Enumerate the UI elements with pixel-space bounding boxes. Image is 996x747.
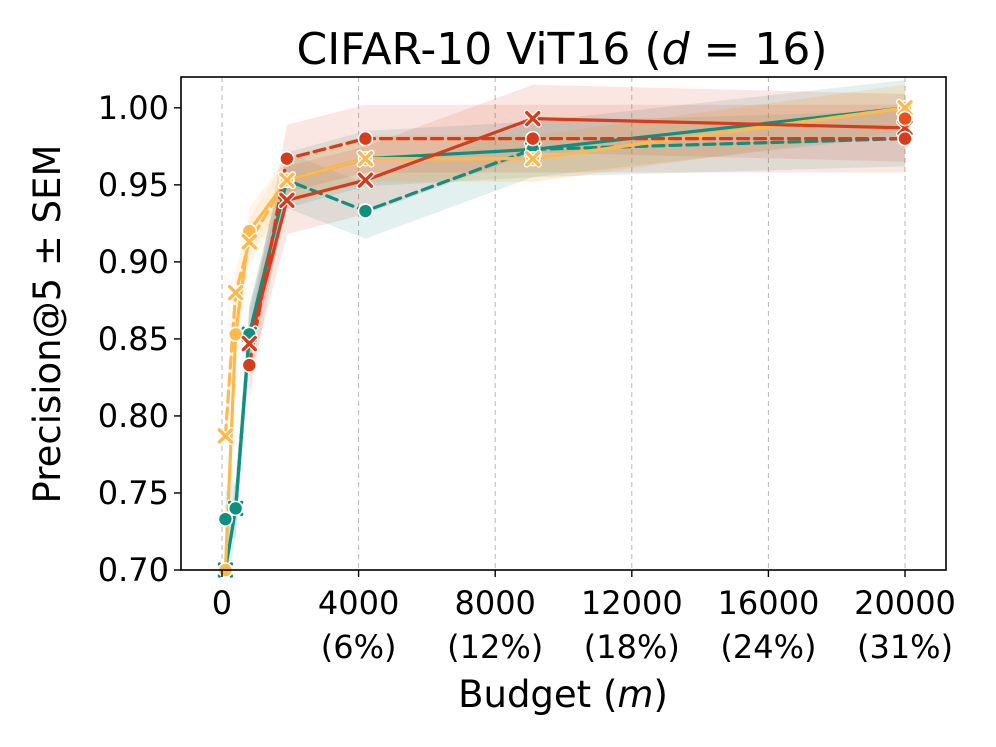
data-point-red-dashed-o (241, 357, 258, 373)
marker-cross (227, 284, 244, 301)
y-axis-ticks: 0.70 0.75 0.80 0.85 0.90 0.95 1.00 (98, 89, 181, 589)
chart-title: CIFAR-10 ViT16 (d = 16) (296, 24, 827, 75)
x-tick-sublabel: (12%) (447, 628, 543, 666)
data-point-orange-dashed-x (896, 98, 915, 117)
data-point-orange-dashed-x (226, 283, 245, 302)
error-band-teal-solid-x (225, 80, 906, 570)
x-tick-sublabel: (6%) (321, 628, 397, 666)
y-tick-label: 0.80 (98, 397, 169, 435)
data-point-teal-dashed-o (357, 203, 374, 219)
marker-cross (217, 428, 234, 444)
data-point-orange-dashed-x (216, 426, 235, 445)
data-point-red-solid-x (240, 334, 259, 353)
y-tick-label: 0.85 (98, 320, 169, 358)
error-band-orange-dashed-x (225, 84, 906, 460)
x-tick-label: 16000 (718, 584, 820, 622)
error-band-teal-dashed-o (225, 110, 906, 547)
data-point-red-solid-x (523, 109, 542, 128)
plot-frame (180, 76, 947, 571)
chart-title-text: CIFAR-10 ViT16 ( (296, 24, 661, 75)
data-point-teal-dashed-o (227, 500, 244, 517)
data-point-orange-solid-o (227, 326, 244, 343)
data-point-red-dashed-o (357, 130, 374, 147)
marker-cross (525, 110, 541, 127)
marker-cross (897, 100, 913, 116)
data-point-red-solid-x (356, 171, 375, 190)
marker-cross (357, 172, 374, 188)
x-tick-label: 8000 (454, 584, 535, 622)
x-tick-label: 4000 (318, 584, 399, 622)
data-point-orange-dashed-x (356, 149, 375, 168)
y-tick-label: 0.90 (98, 243, 169, 281)
marker-cross (279, 172, 295, 188)
y-tick-label: 1.00 (98, 89, 169, 127)
x-tick-label: 12000 (581, 584, 683, 622)
data-point-redorange-dashed-o (897, 110, 913, 127)
error-band-red-dashed-o (249, 104, 906, 399)
x-tick-label: 0 (212, 584, 232, 622)
data-point-teal-dashed-o (217, 511, 234, 527)
x-tick-sublabel: (31%) (857, 628, 953, 666)
data-point-orange-dashed-x (523, 149, 542, 168)
x-axis-label-rest: ) (653, 673, 667, 716)
data-point-red-dashed-o (897, 130, 913, 147)
y-tick-label: 0.70 (98, 551, 169, 589)
x-axis-ticks: 0 4000 (6%) 8000 (12%) 12000 (18%) 16000 (24%) 20… (212, 570, 956, 666)
error-bands (225, 80, 906, 570)
marker-cross (525, 150, 541, 167)
x-tick-label: 20000 (854, 584, 956, 622)
chart-title-rest: = 16) (690, 24, 828, 75)
x-axis-label-text: Budget ( (458, 673, 617, 716)
marker-cross (357, 150, 374, 167)
x-axis-label: Budget (m) (458, 673, 668, 716)
chart-title-variable: d (662, 24, 691, 75)
x-tick-sublabel: (18%) (584, 628, 680, 666)
series-line-teal-dashed-o (223, 137, 907, 521)
marker-cross (241, 234, 258, 250)
marker-cross (241, 335, 258, 352)
data-point-red-dashed-o (524, 130, 541, 147)
x-axis-label-variable: m (617, 673, 653, 716)
data-point-orange-dashed-x (240, 232, 259, 251)
data-point-orange-dashed-x (277, 171, 296, 190)
y-tick-label: 0.75 (98, 474, 169, 512)
y-axis-label: Precision@5 ± SEM (26, 145, 69, 504)
data-point-red-solid-x (277, 191, 296, 210)
y-tick-label: 0.95 (98, 166, 169, 204)
error-band-orange-solid-o (225, 84, 906, 570)
x-tick-sublabel: (24%) (720, 628, 816, 666)
data-point-red-dashed-o (279, 150, 295, 167)
marker-cross (279, 192, 295, 208)
